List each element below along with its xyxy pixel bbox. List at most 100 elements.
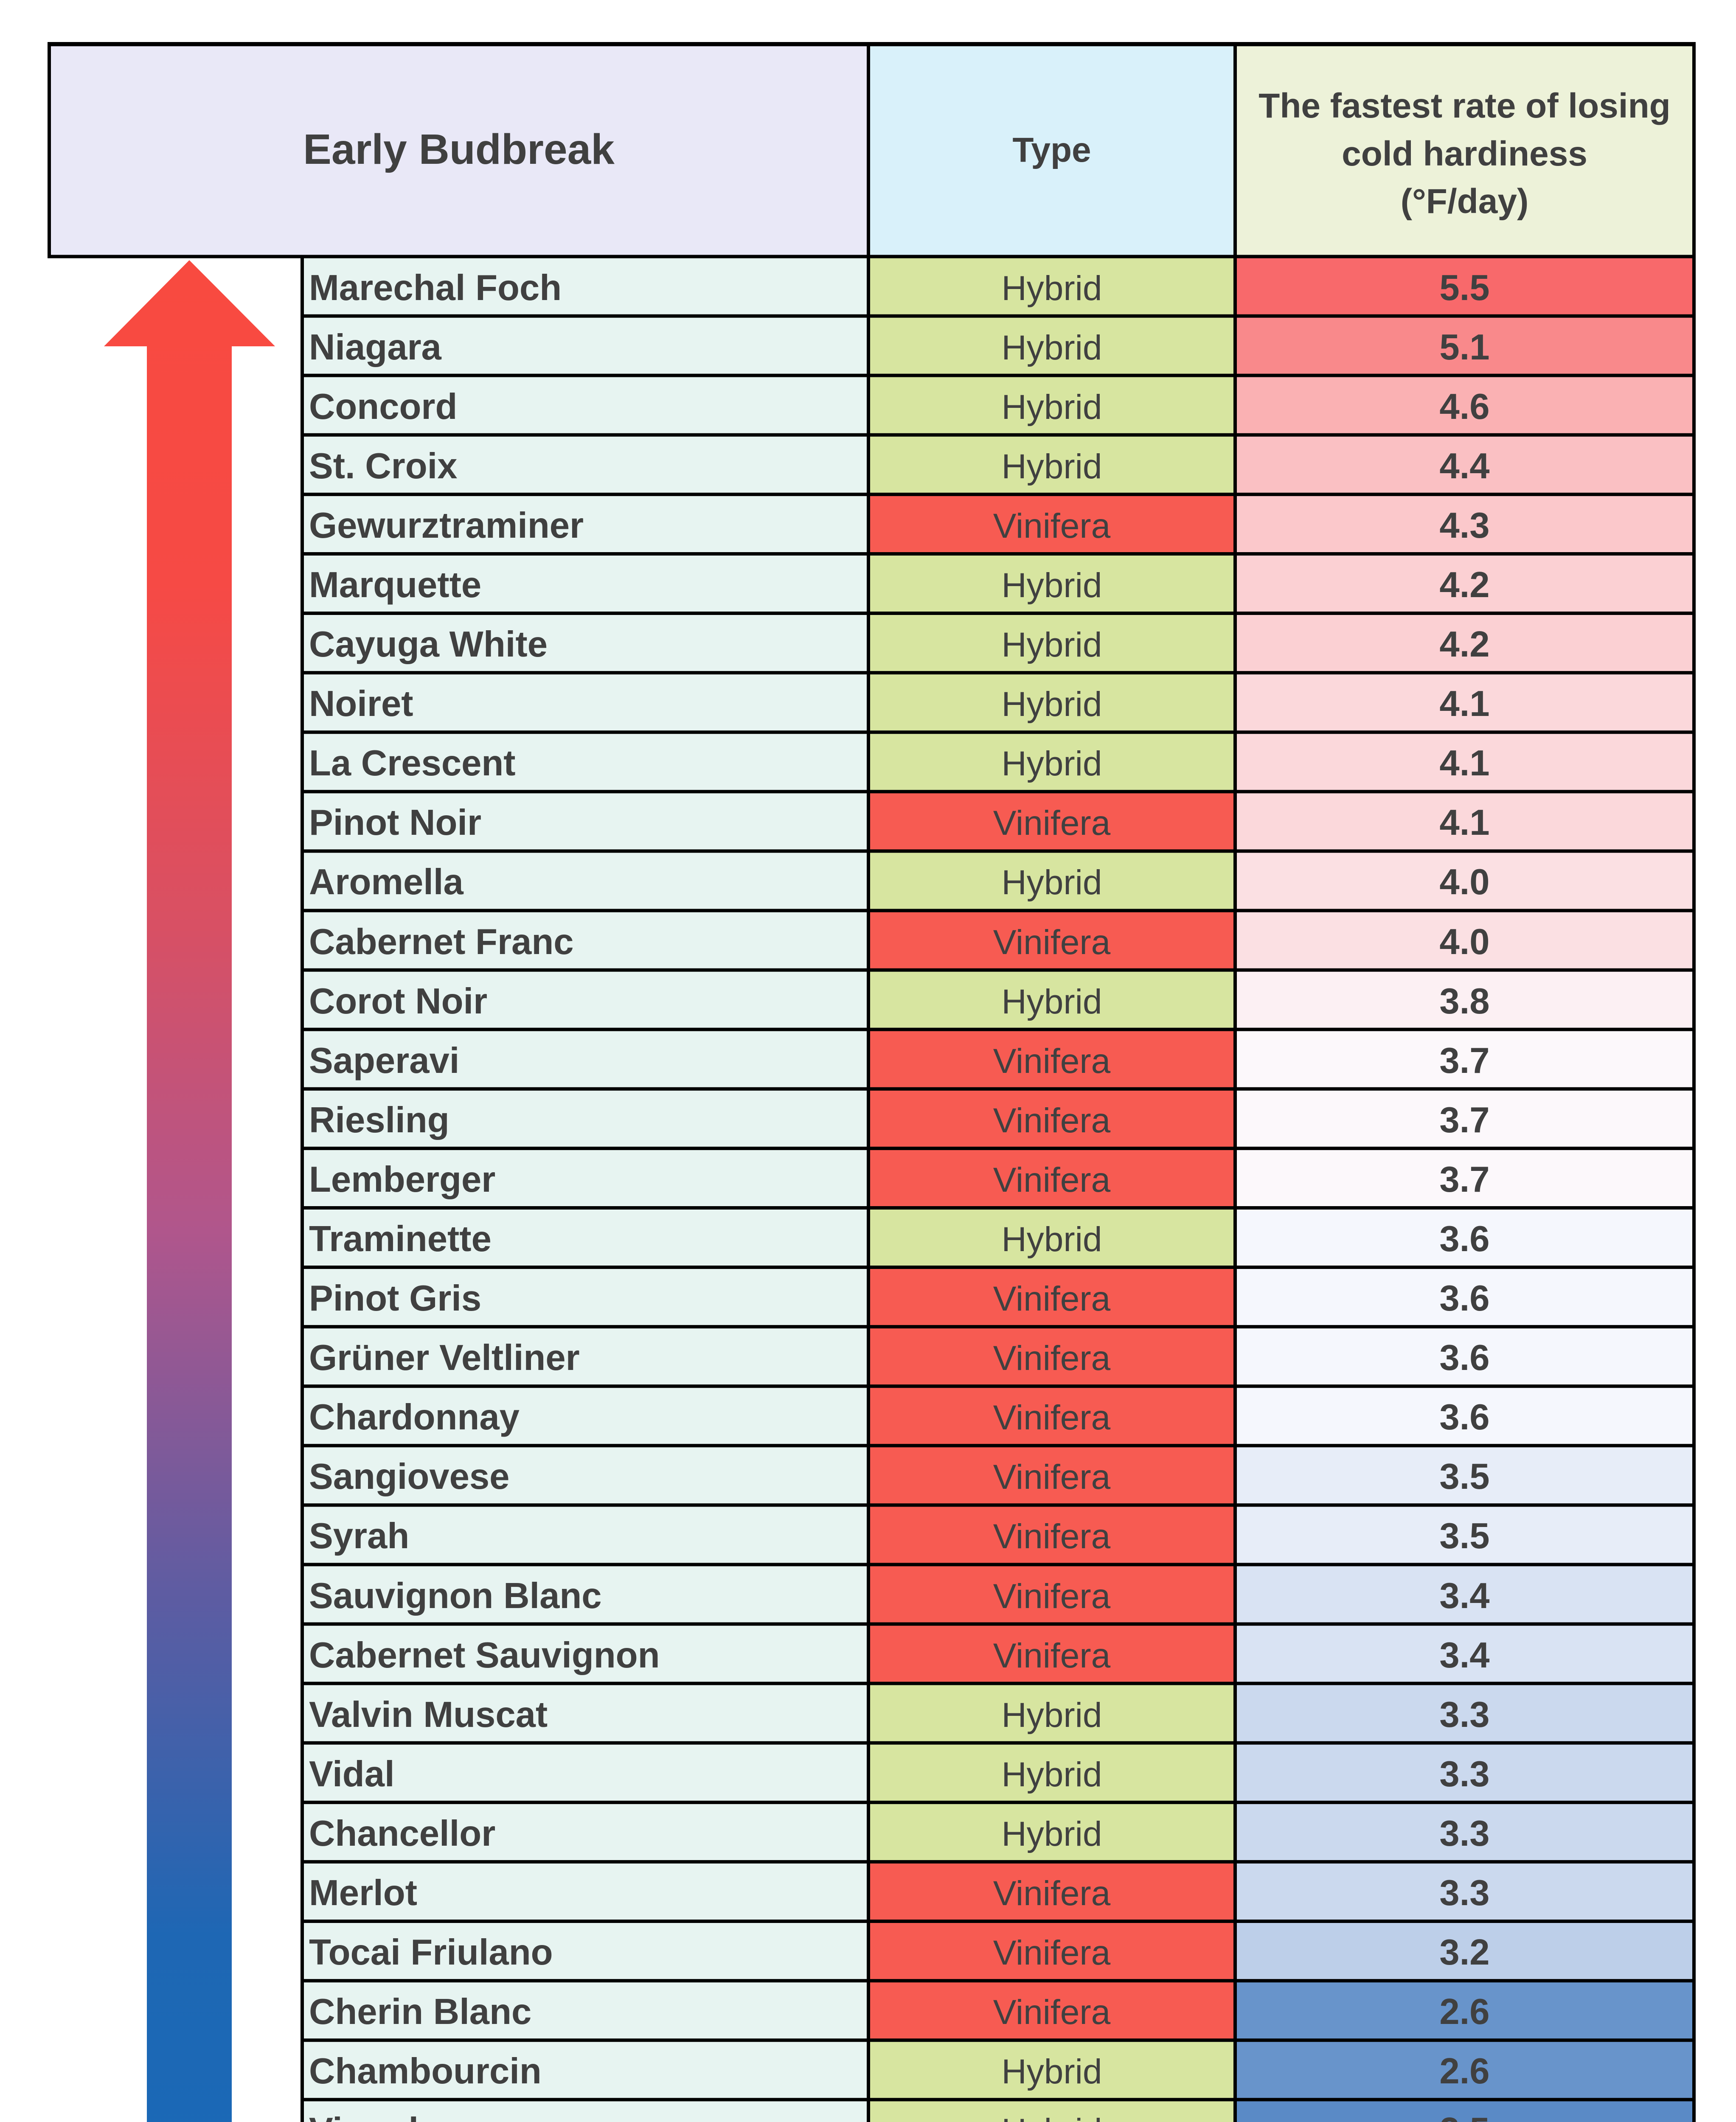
svg-text:Marechal Foch: Marechal Foch: [309, 268, 562, 308]
svg-text:Hybrid: Hybrid: [1002, 566, 1102, 605]
svg-text:Vignoles: Vignoles: [309, 2111, 459, 2122]
svg-text:4.1: 4.1: [1439, 743, 1489, 783]
svg-text:Hybrid: Hybrid: [1002, 2052, 1102, 2091]
svg-text:Traminette: Traminette: [309, 1219, 492, 1259]
svg-text:3.7: 3.7: [1439, 1159, 1489, 1200]
svg-text:Marquette: Marquette: [309, 565, 481, 605]
svg-text:Hybrid: Hybrid: [1002, 685, 1102, 724]
svg-text:Chancellor: Chancellor: [309, 1813, 495, 1854]
svg-text:Syrah: Syrah: [309, 1516, 409, 1556]
svg-text:3.3: 3.3: [1439, 1873, 1489, 1913]
svg-text:2.5: 2.5: [1439, 2111, 1489, 2122]
svg-text:The fastest rate of losing: The fastest rate of losing: [1258, 87, 1671, 125]
svg-text:4.4: 4.4: [1439, 446, 1489, 486]
svg-text:Vinifera: Vinifera: [993, 507, 1111, 545]
svg-text:Vinifera: Vinifera: [993, 1101, 1111, 1140]
svg-text:Vinifera: Vinifera: [993, 1042, 1111, 1081]
svg-text:La Crescent: La Crescent: [309, 743, 516, 783]
svg-text:Vinifera: Vinifera: [993, 1517, 1111, 1556]
svg-text:Vinifera: Vinifera: [993, 1874, 1111, 1913]
svg-text:Vinifera: Vinifera: [993, 1339, 1111, 1378]
svg-text:4.0: 4.0: [1439, 922, 1489, 962]
svg-text:4.1: 4.1: [1439, 803, 1489, 843]
svg-text:Vinifera: Vinifera: [993, 923, 1111, 962]
svg-text:Hybrid: Hybrid: [1002, 863, 1102, 902]
svg-text:Niagara: Niagara: [309, 327, 442, 368]
svg-text:4.0: 4.0: [1439, 862, 1489, 902]
svg-text:3.7: 3.7: [1439, 1100, 1489, 1140]
svg-text:St. Croix: St. Croix: [309, 446, 458, 486]
svg-text:Vinifera: Vinifera: [993, 804, 1111, 842]
svg-text:3.6: 3.6: [1439, 1278, 1489, 1319]
svg-text:Hybrid: Hybrid: [1002, 1755, 1102, 1794]
svg-text:5.1: 5.1: [1439, 327, 1489, 368]
svg-text:Cabernet Franc: Cabernet Franc: [309, 922, 574, 962]
svg-text:Sauvignon Blanc: Sauvignon Blanc: [309, 1576, 602, 1616]
svg-text:(°F/day): (°F/day): [1401, 182, 1529, 221]
svg-text:Vinifera: Vinifera: [993, 1280, 1111, 1318]
svg-text:Hybrid: Hybrid: [1002, 1696, 1102, 1735]
svg-text:Vinifera: Vinifera: [993, 1636, 1111, 1675]
svg-text:Gewurztraminer: Gewurztraminer: [309, 505, 584, 546]
svg-text:Aromella: Aromella: [309, 862, 463, 902]
svg-text:Riesling: Riesling: [309, 1100, 449, 1140]
svg-text:3.2: 3.2: [1439, 1932, 1489, 1973]
svg-text:Pinot Noir: Pinot Noir: [309, 803, 481, 843]
svg-text:3.8: 3.8: [1439, 981, 1489, 1022]
svg-text:Vinifera: Vinifera: [993, 1161, 1111, 1199]
svg-text:Grüner Veltliner: Grüner Veltliner: [309, 1338, 580, 1378]
svg-text:Hybrid: Hybrid: [1002, 626, 1102, 664]
svg-text:Type: Type: [1012, 131, 1091, 169]
svg-text:3.6: 3.6: [1439, 1219, 1489, 1259]
svg-text:3.3: 3.3: [1439, 1754, 1489, 1794]
svg-text:Vinifera: Vinifera: [993, 1993, 1111, 2032]
svg-text:Tocai Friulano: Tocai Friulano: [309, 1932, 553, 1973]
svg-text:cold hardiness: cold hardiness: [1342, 135, 1587, 173]
svg-text:Merlot: Merlot: [309, 1873, 417, 1913]
svg-text:Valvin Muscat: Valvin Muscat: [309, 1695, 548, 1735]
svg-text:Hybrid: Hybrid: [1002, 1220, 1102, 1259]
svg-text:Sangiovese: Sangiovese: [309, 1457, 509, 1497]
svg-text:4.2: 4.2: [1439, 565, 1489, 605]
svg-text:3.6: 3.6: [1439, 1338, 1489, 1378]
svg-text:3.4: 3.4: [1439, 1576, 1489, 1616]
svg-text:3.3: 3.3: [1439, 1695, 1489, 1735]
svg-text:4.2: 4.2: [1439, 624, 1489, 665]
svg-text:Early Budbreak: Early Budbreak: [303, 126, 615, 173]
svg-text:Vinifera: Vinifera: [993, 1458, 1111, 1496]
svg-text:3.5: 3.5: [1439, 1457, 1489, 1497]
svg-text:Concord: Concord: [309, 387, 457, 427]
svg-text:Lemberger: Lemberger: [309, 1159, 495, 1200]
svg-text:2.6: 2.6: [1439, 2051, 1489, 2091]
svg-text:2.6: 2.6: [1439, 1992, 1489, 2032]
svg-text:4.1: 4.1: [1439, 684, 1489, 724]
svg-text:3.3: 3.3: [1439, 1813, 1489, 1854]
svg-text:3.4: 3.4: [1439, 1635, 1489, 1676]
svg-text:Vinifera: Vinifera: [993, 1398, 1111, 1437]
svg-text:Hybrid: Hybrid: [1002, 388, 1102, 427]
svg-text:Cayuga White: Cayuga White: [309, 624, 548, 665]
svg-text:Chambourcin: Chambourcin: [309, 2051, 542, 2091]
svg-text:Vinifera: Vinifera: [993, 1577, 1111, 1616]
svg-text:Hybrid: Hybrid: [1002, 447, 1102, 486]
svg-text:Hybrid: Hybrid: [1002, 269, 1102, 308]
svg-text:4.6: 4.6: [1439, 387, 1489, 427]
svg-text:Saperavi: Saperavi: [309, 1041, 459, 1081]
svg-text:5.5: 5.5: [1439, 268, 1489, 308]
svg-text:Hybrid: Hybrid: [1002, 328, 1102, 367]
svg-text:Vidal: Vidal: [309, 1754, 395, 1794]
svg-text:Hybrid: Hybrid: [1002, 1815, 1102, 1853]
svg-text:Pinot Gris: Pinot Gris: [309, 1278, 481, 1319]
svg-text:Hybrid: Hybrid: [1002, 744, 1102, 783]
svg-text:3.6: 3.6: [1439, 1397, 1489, 1437]
svg-text:3.7: 3.7: [1439, 1041, 1489, 1081]
svg-text:Vinifera: Vinifera: [993, 1934, 1111, 1972]
svg-text:Cherin Blanc: Cherin Blanc: [309, 1992, 531, 2032]
svg-text:Hybrid: Hybrid: [1002, 982, 1102, 1021]
svg-text:Cabernet Sauvignon: Cabernet Sauvignon: [309, 1635, 660, 1676]
svg-text:4.3: 4.3: [1439, 505, 1489, 546]
svg-text:Corot Noir: Corot Noir: [309, 981, 487, 1022]
svg-text:Noiret: Noiret: [309, 684, 413, 724]
svg-text:Hybrid: Hybrid: [1002, 2112, 1102, 2122]
svg-text:Chardonnay: Chardonnay: [309, 1397, 520, 1437]
